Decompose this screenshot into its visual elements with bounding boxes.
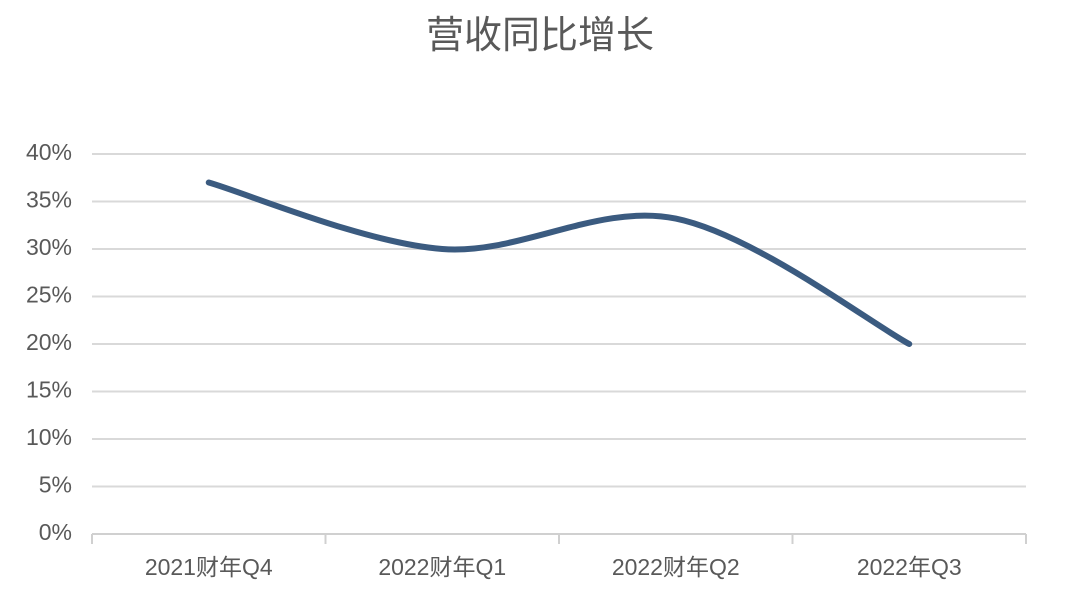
y-tick-label: 20%	[26, 329, 72, 355]
y-tick-label: 30%	[26, 234, 72, 260]
y-tick-label: 35%	[26, 187, 72, 213]
x-tick-label: 2021财年Q4	[145, 554, 273, 580]
y-tick-label: 25%	[26, 282, 72, 308]
x-tick-label: 2022财年Q2	[612, 554, 740, 580]
x-tick-label: 2022年Q3	[857, 554, 962, 580]
y-tick-label: 5%	[39, 472, 72, 498]
line	[205, 179, 913, 347]
y-tick-label: 40%	[26, 139, 72, 165]
y-tick-label: 0%	[39, 519, 72, 545]
y-tick-label: 15%	[26, 377, 72, 403]
x-tick-label: 2022财年Q1	[378, 554, 506, 580]
y-tick-label: 10%	[26, 424, 72, 450]
chart-title: 营收同比增长	[426, 15, 654, 57]
